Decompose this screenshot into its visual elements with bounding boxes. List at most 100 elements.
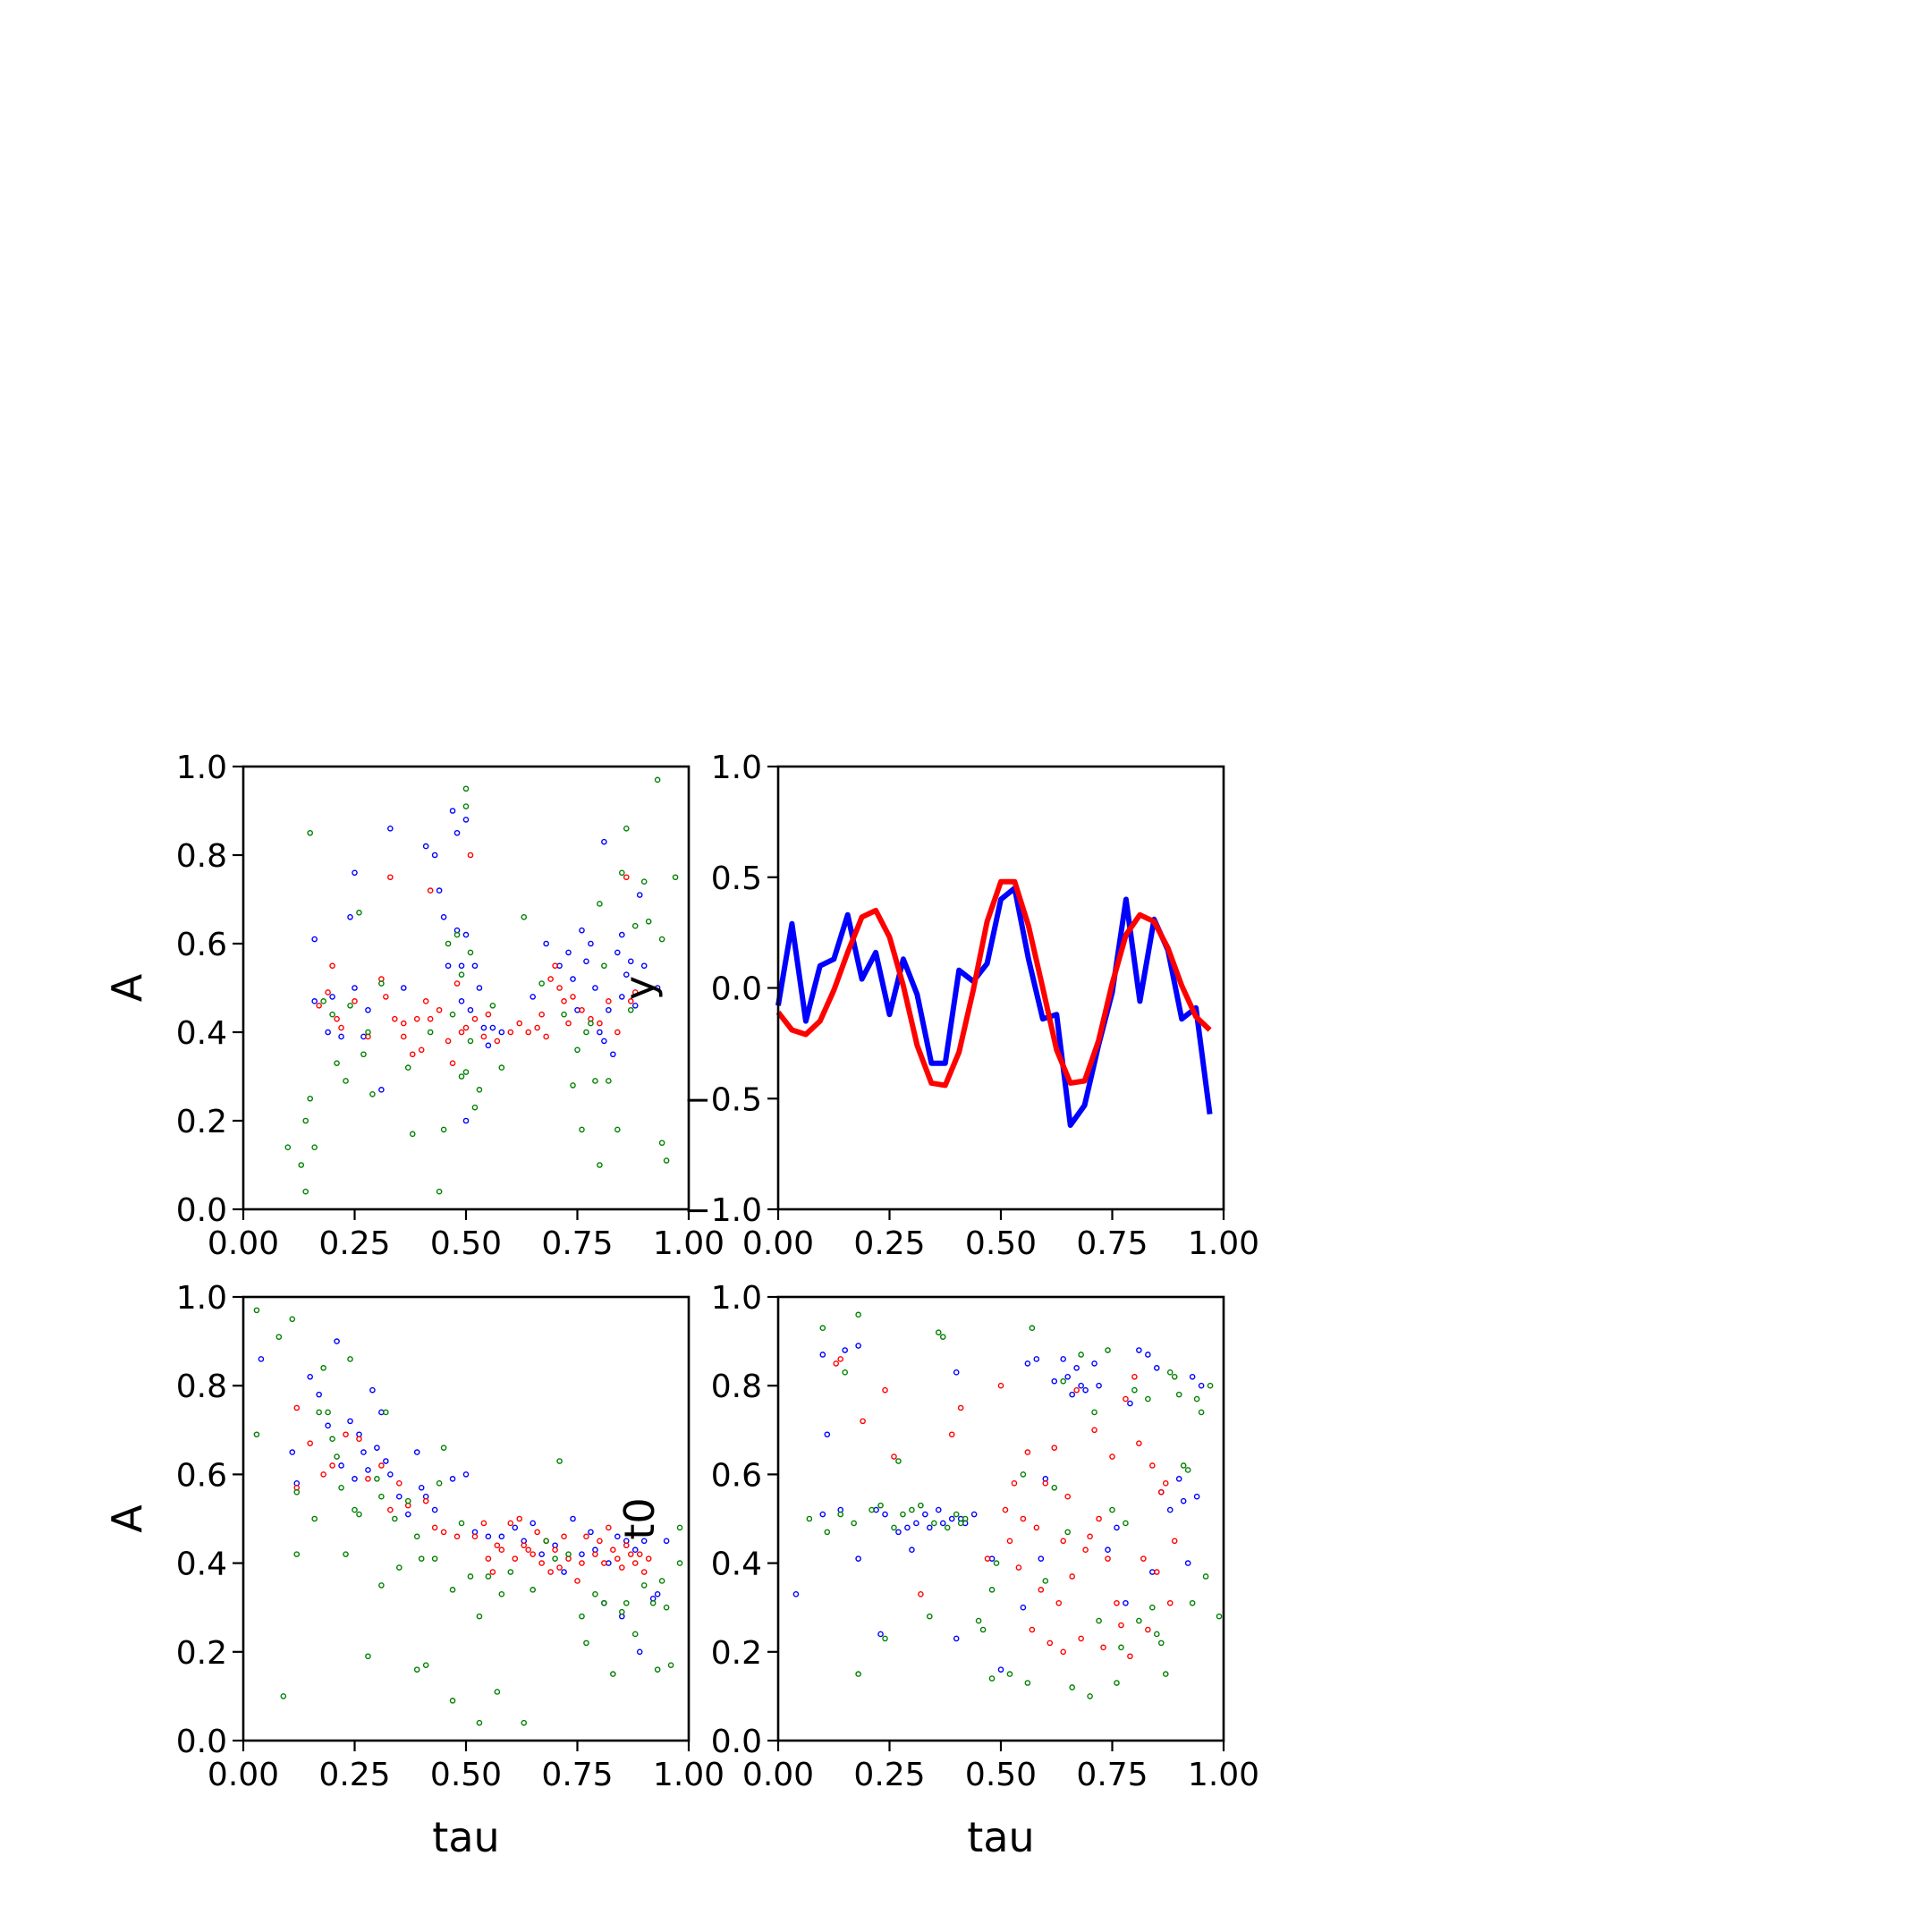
scatter-point-green [253, 1307, 260, 1314]
y-tick-label: 0.4 [176, 1015, 227, 1052]
scatter-point-blue [819, 1511, 826, 1518]
scatter-point-green [1024, 1680, 1031, 1686]
scatter-point-red [365, 1476, 371, 1482]
y-tick-label: 0.0 [176, 1724, 227, 1760]
scatter-point-red [606, 1524, 612, 1531]
scatter-point-red [918, 1591, 924, 1597]
scatter-point-green [343, 1078, 349, 1084]
scatter-point-red [1060, 1538, 1067, 1545]
scatter-point-red [1109, 1453, 1115, 1460]
scatter-point-green [498, 1591, 505, 1597]
scatter-point-green [579, 1126, 585, 1133]
scatter-point-red [494, 1542, 501, 1549]
panel-top-right: 0.00 0.25 0.50 0.75 1.00−1.0−0.50.00.51.0y [615, 750, 1259, 1262]
scatter-point-blue [538, 1551, 545, 1557]
scatter-point-green [471, 1104, 479, 1111]
scatter-point-red [556, 1564, 563, 1571]
scatter-point-red [387, 1506, 394, 1513]
x-tick-label: 0.25 [318, 1757, 390, 1793]
scatter-point-red [516, 1020, 523, 1027]
scatter-point-green [543, 1538, 549, 1545]
scatter-point-blue [640, 962, 648, 970]
scatter-point-green [640, 1582, 648, 1589]
scatter-point-green [601, 1599, 607, 1606]
y-tick-label: 1.0 [711, 750, 762, 786]
scatter-point-green [404, 1064, 411, 1071]
scatter-point-green [462, 1069, 470, 1075]
scatter-point-red [574, 1578, 580, 1584]
scatter-point-red [1166, 1599, 1174, 1606]
scatter-point-blue [614, 1533, 621, 1540]
scatter-point-red [1123, 1395, 1129, 1402]
scatter-point-blue [561, 1569, 567, 1575]
scatter-point-blue [592, 985, 598, 991]
scatter-point-red [860, 1418, 866, 1425]
scatter-point-blue [597, 1029, 603, 1036]
scatter-point-red [413, 1015, 420, 1022]
scatter-point-red [1100, 1644, 1106, 1651]
scatter-point-blue [909, 1546, 915, 1554]
scatter-point-green [627, 1006, 634, 1013]
scatter-point-green [485, 1573, 492, 1580]
scatter-point-blue [480, 1024, 487, 1031]
scatter-point-red [597, 1538, 603, 1545]
scatter-point-red [480, 1520, 487, 1527]
scatter-point-green [467, 1573, 474, 1580]
scatter-point-red [1038, 1587, 1045, 1593]
scatter-point-red [565, 1020, 572, 1027]
scatter-point-green [1180, 1462, 1187, 1469]
scatter-point-red [1060, 1648, 1067, 1656]
scatter-point-green [284, 1144, 292, 1150]
scatter-point-red [610, 1546, 616, 1554]
scatter-point-green [597, 1162, 603, 1168]
scatter-point-green [307, 829, 314, 836]
scatter-point-blue [365, 1006, 371, 1013]
scatter-point-green [1189, 1599, 1196, 1606]
scatter-point-blue [485, 1042, 492, 1049]
x-tick-label: 0.75 [1076, 1757, 1148, 1793]
scatter-point-blue [1096, 1382, 1102, 1389]
scatter-point-green [957, 1520, 964, 1527]
scatter-point-red [583, 1533, 589, 1540]
axes-frame [776, 765, 1225, 1211]
scatter-point-green [900, 1511, 906, 1518]
scatter-point-red [552, 1546, 558, 1554]
scatter-point-red [556, 985, 563, 991]
scatter-point-blue [636, 1648, 643, 1656]
scatter-point-red [329, 962, 335, 970]
scatter-point-green [953, 1511, 960, 1518]
series-line-blue [775, 886, 1213, 1128]
scatter-point-blue [855, 1555, 861, 1562]
scatter-point-red [645, 1555, 652, 1562]
scatter-point-green [1064, 1529, 1071, 1536]
scatter-point-green [561, 1011, 567, 1018]
scatter-point-blue [462, 1117, 470, 1124]
scatter-point-green [445, 940, 452, 947]
scatter-point-blue [431, 1506, 438, 1513]
scatter-point-green [275, 1334, 283, 1340]
scatter-point-red [543, 1033, 549, 1040]
scatter-point-blue [877, 1631, 884, 1638]
scatter-point-red [592, 1551, 598, 1557]
scatter-point-blue [445, 962, 452, 970]
y-tick-label: 0.8 [711, 1368, 762, 1405]
scatter-point-red [343, 1431, 349, 1438]
scatter-point-red [1006, 1538, 1013, 1545]
scatter-point-blue [489, 1024, 496, 1031]
scatter-point-green [498, 1064, 505, 1071]
y-tick-label: 0.6 [176, 1457, 227, 1494]
scatter-point-green [334, 1060, 340, 1066]
scatter-point-blue [1189, 1373, 1196, 1380]
scatter-point-green [347, 1356, 353, 1362]
y-axis-label: t0 [615, 1497, 664, 1539]
scatter-point-red [334, 1015, 340, 1022]
scatter-point-green [476, 1087, 483, 1093]
scatter-point-green [343, 1551, 349, 1557]
scatter-point-red [480, 1033, 487, 1040]
scatter-point-red [521, 1542, 528, 1549]
scatter-point-green [1096, 1617, 1102, 1624]
scatter-point-green [663, 1157, 670, 1164]
scatter-point-blue [404, 1511, 411, 1518]
scatter-point-red [494, 1038, 501, 1045]
